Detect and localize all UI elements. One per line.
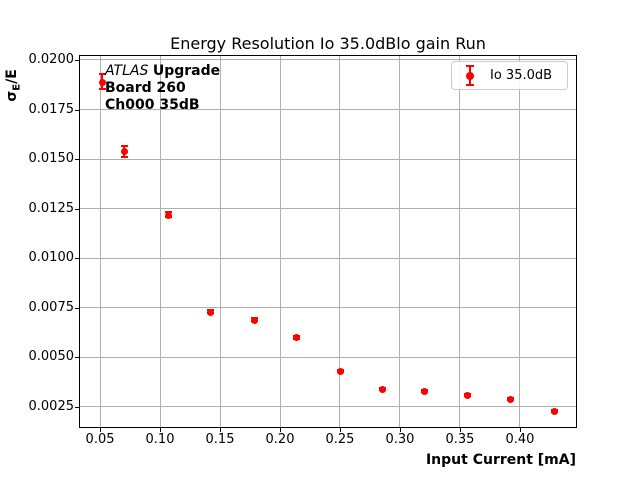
y-tick-mark xyxy=(75,109,79,111)
gridline-horizontal xyxy=(80,59,576,61)
grid-layer xyxy=(80,56,576,427)
y-tick-mark xyxy=(75,159,79,161)
x-tick-mark xyxy=(280,428,281,432)
y-tick-label: 0.0025 xyxy=(28,398,75,414)
y-tick-mark xyxy=(75,59,79,61)
y-tick-label: 0.0125 xyxy=(28,200,75,216)
gridline-vertical xyxy=(219,56,221,427)
gridline-vertical xyxy=(339,56,341,427)
x-tick-mark xyxy=(100,428,102,432)
error-bar-cap xyxy=(99,88,107,91)
x-tick-label: 0.30 xyxy=(385,432,415,447)
x-tick-label: 0.20 xyxy=(265,432,295,447)
gridline-vertical xyxy=(99,56,101,427)
annotation-line-2: Board 260 xyxy=(105,80,186,96)
x-tick-mark xyxy=(160,428,162,432)
plot-area: ATLAS Upgrade Board 260 Ch000 35dB Io 35… xyxy=(79,55,577,428)
ylabel-rest: /E xyxy=(3,68,20,84)
x-tick-mark xyxy=(459,428,461,432)
gridline-horizontal xyxy=(80,307,576,309)
error-bar-cap xyxy=(121,155,129,158)
upgrade-label: Upgrade xyxy=(152,63,221,79)
x-tick-label: 0.15 xyxy=(205,432,235,447)
gridline-vertical xyxy=(279,56,281,427)
x-tick-mark xyxy=(220,428,222,432)
data-point xyxy=(165,211,173,219)
gridline-horizontal xyxy=(80,208,576,210)
legend-label: Io 35.0dB xyxy=(490,68,553,83)
gridline-horizontal xyxy=(80,356,576,358)
chart-title: Energy Resolution Io 35.0dBlo gain Run xyxy=(170,34,486,53)
x-tick-mark xyxy=(339,428,341,432)
data-point xyxy=(121,148,129,156)
data-point xyxy=(292,334,300,342)
data-point xyxy=(464,391,472,399)
y-tick-label: 0.0200 xyxy=(28,51,75,67)
x-tick-label: 0.25 xyxy=(325,432,355,447)
annotation-line-1: ATLAS Upgrade xyxy=(105,63,220,80)
gridline-horizontal xyxy=(80,406,576,408)
atlas-label: ATLAS xyxy=(105,63,149,79)
x-tick-label: 0.05 xyxy=(85,432,115,447)
gridline-vertical xyxy=(399,56,401,427)
x-axis-label: Input Current [mA] xyxy=(425,452,576,468)
data-point xyxy=(550,407,558,415)
error-bar-cap xyxy=(121,144,129,147)
y-tick-label: 0.0175 xyxy=(28,101,75,117)
data-point xyxy=(378,385,386,393)
data-point xyxy=(207,308,215,316)
y-tick-label: 0.0075 xyxy=(28,299,75,315)
error-bar-cap xyxy=(99,73,107,76)
data-point xyxy=(336,368,344,376)
y-tick-mark xyxy=(75,208,79,210)
x-tick-mark xyxy=(519,428,521,432)
y-tick-label: 0.0100 xyxy=(28,250,75,266)
data-point xyxy=(99,78,107,86)
y-tick-mark xyxy=(75,406,79,408)
gridline-vertical xyxy=(459,56,461,427)
data-point xyxy=(250,316,258,324)
errorbar-marker-icon xyxy=(465,65,474,86)
ylabel-subscript: E xyxy=(11,83,23,91)
x-tick-label: 0.10 xyxy=(145,432,175,447)
gridline-horizontal xyxy=(80,158,576,160)
x-tick-label: 0.35 xyxy=(445,432,475,447)
y-tick-mark xyxy=(75,357,79,359)
y-tick-mark xyxy=(75,307,79,309)
gridline-horizontal xyxy=(80,109,576,110)
x-tick-label: 0.40 xyxy=(505,432,535,447)
y-tick-label: 0.0150 xyxy=(28,151,75,167)
gridline-horizontal xyxy=(80,257,576,259)
annotation-line-3: Ch000 35dB xyxy=(105,97,200,113)
y-tick-label: 0.0050 xyxy=(28,349,75,365)
x-tick-mark xyxy=(399,428,401,432)
y-tick-mark xyxy=(75,258,79,260)
gridline-vertical xyxy=(159,56,161,427)
data-points-layer xyxy=(80,56,576,427)
legend: Io 35.0dB xyxy=(451,61,568,90)
data-point xyxy=(420,387,428,395)
gridline-vertical xyxy=(519,56,521,427)
ylabel-sigma: σ xyxy=(3,90,20,102)
atlas-annotation: ATLAS Upgrade Board 260 Ch000 35dB xyxy=(105,63,220,114)
data-point xyxy=(507,395,515,403)
